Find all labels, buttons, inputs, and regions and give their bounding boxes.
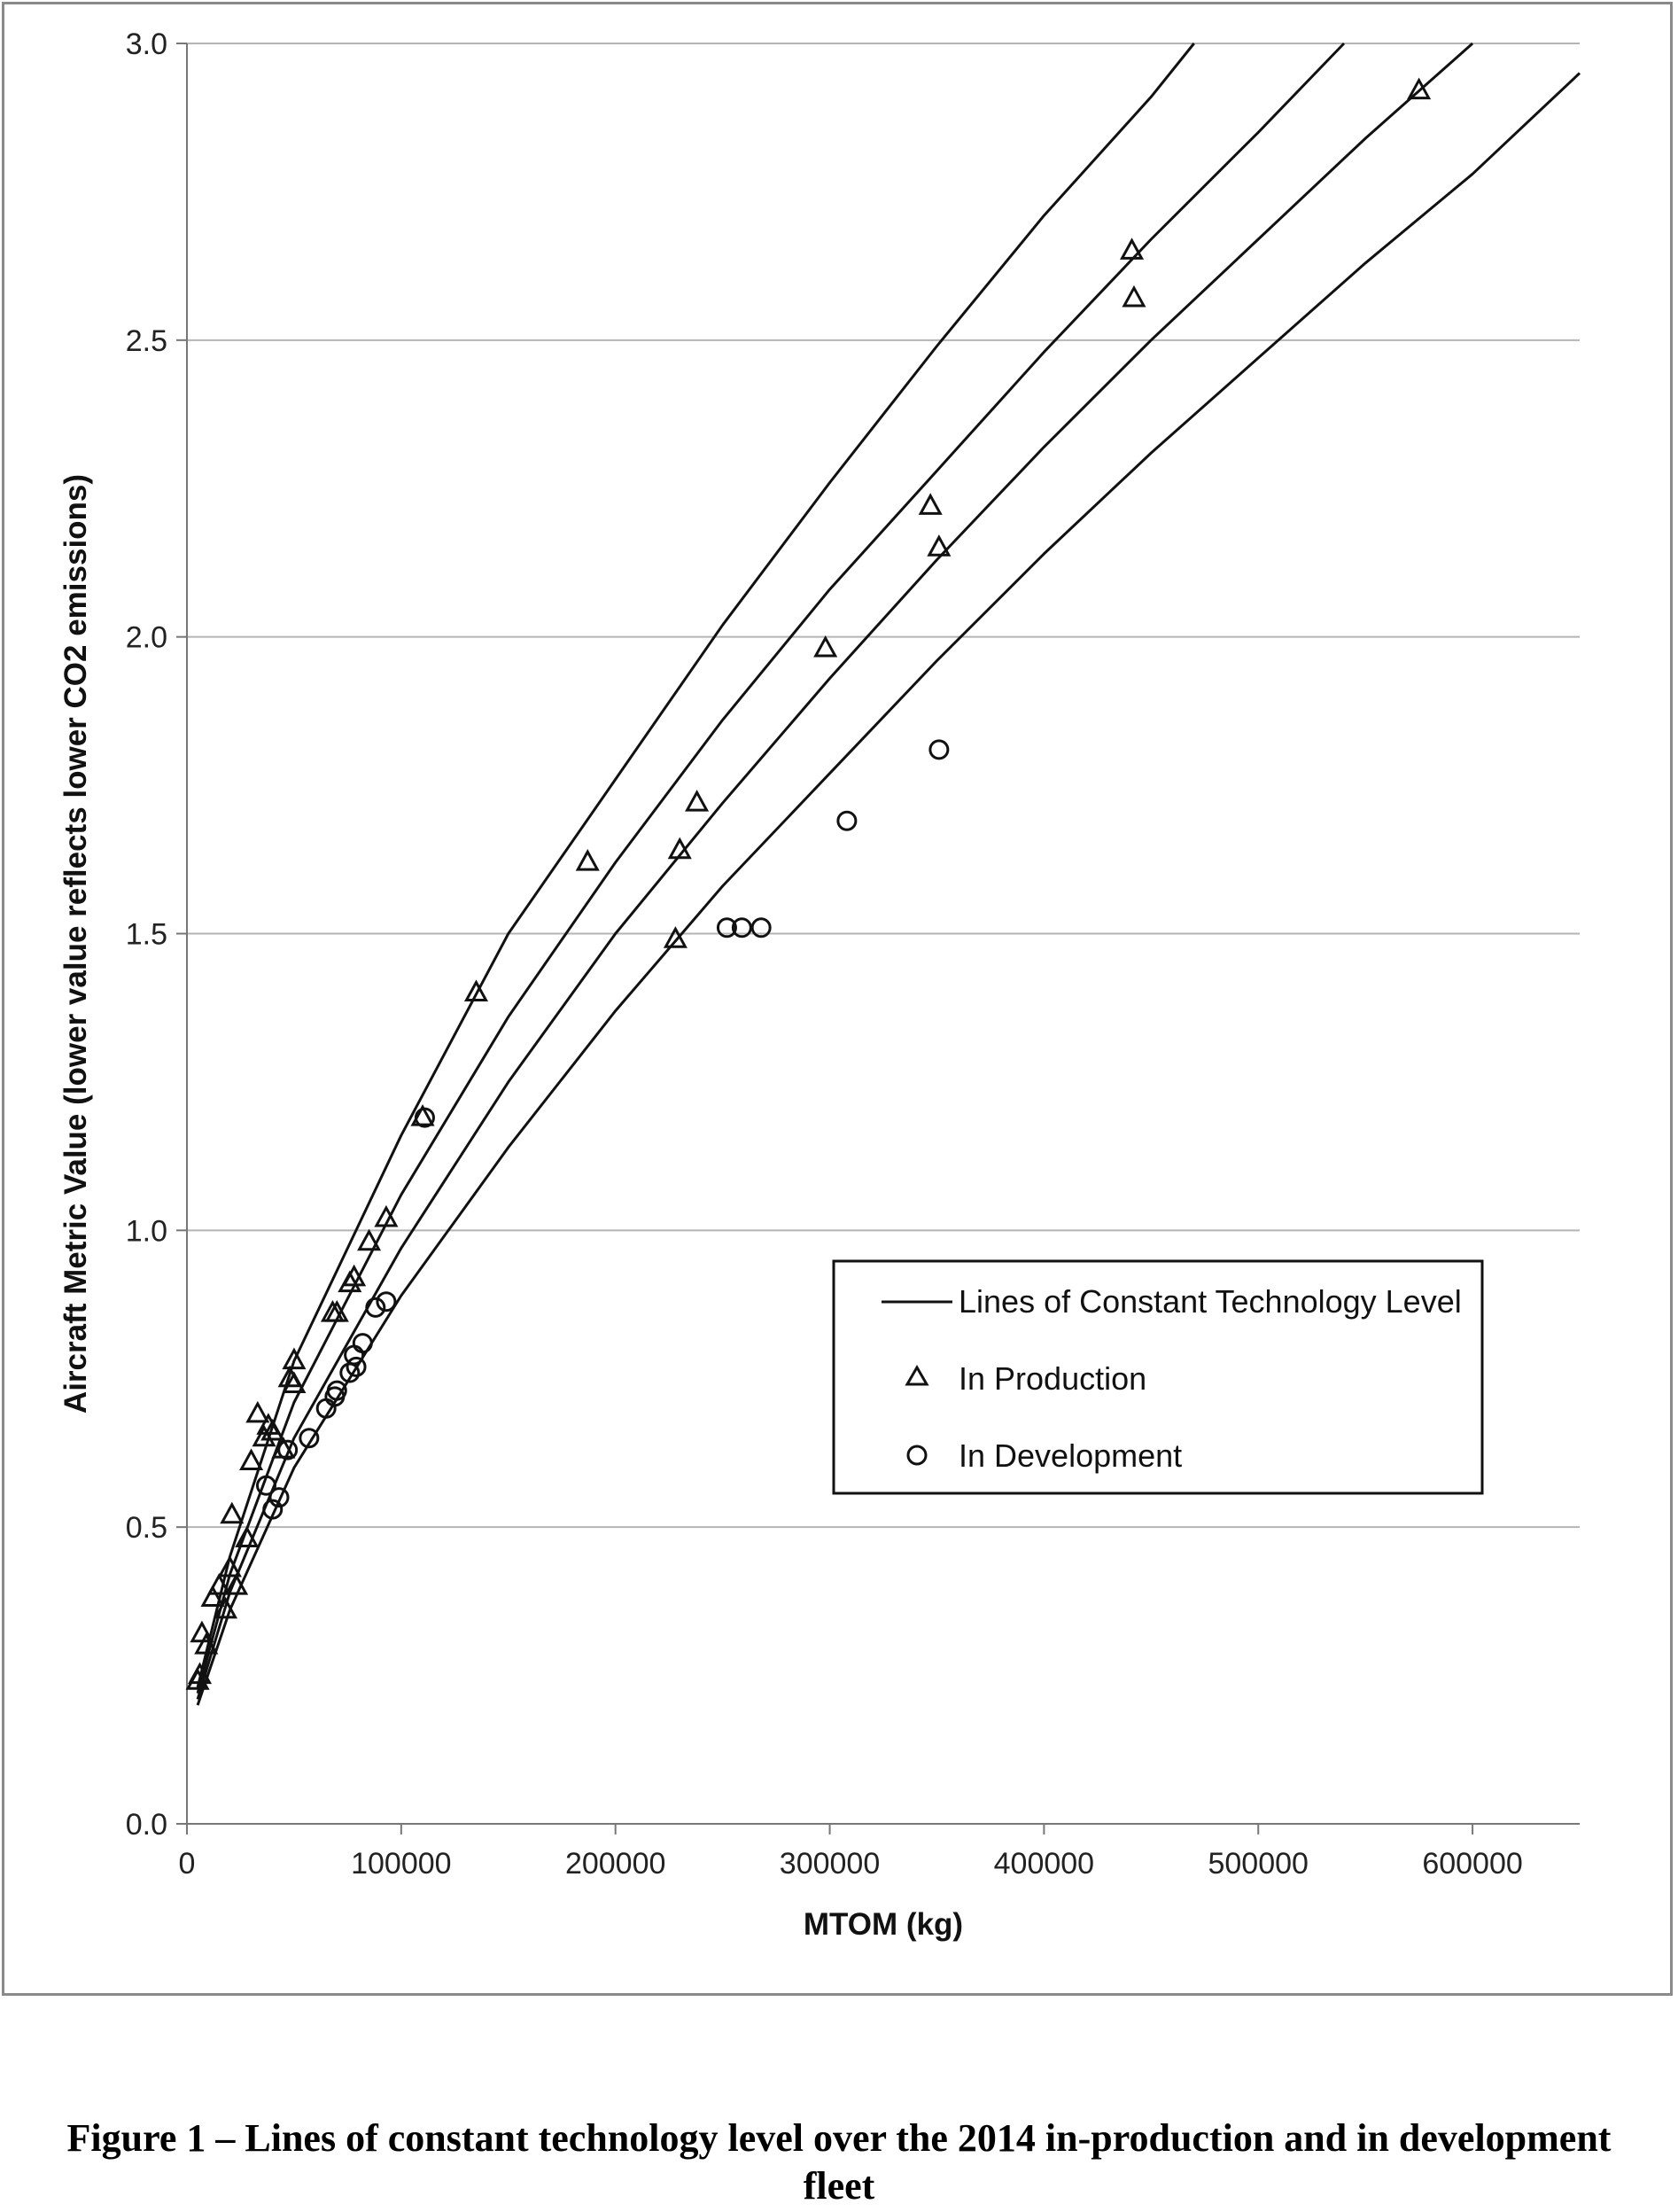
in-production-point	[245, 1400, 270, 1423]
technology-line-1	[196, 43, 1195, 1688]
technology-line-2	[196, 42, 1346, 1694]
in-production-point	[1407, 77, 1432, 100]
in-development-point	[352, 1333, 373, 1354]
in-production-point	[206, 1573, 231, 1595]
x-tick-label: 500000	[1208, 1847, 1308, 1881]
legend-box	[832, 1259, 1484, 1495]
legend-production-label: In Production	[959, 1360, 1146, 1397]
in-production-point	[1120, 238, 1145, 260]
in-development-point	[326, 1380, 347, 1401]
in-development-point	[928, 739, 950, 760]
in-production-point	[282, 1371, 307, 1393]
in-development-point	[365, 1297, 386, 1318]
gridlines	[187, 43, 1580, 1529]
x-tick-label: 400000	[994, 1847, 1094, 1881]
in-production-point	[463, 979, 489, 1001]
chart-frame: 0.0 0.5 1.0 1.5 2.0 2.5 3.0 0 100000 200000 300000…	[2, 2, 1673, 1996]
in-production-point	[927, 534, 952, 557]
in-production-point	[213, 1596, 238, 1619]
y-tick-label: 1.0	[126, 1214, 167, 1248]
in-production-point	[1122, 284, 1146, 308]
in-production-point	[663, 926, 688, 948]
axes	[176, 43, 1580, 1834]
in-production-points	[185, 77, 1432, 1690]
in-production-point	[260, 1418, 285, 1441]
y-tick-label: 1.5	[126, 918, 167, 952]
legend-development-label: In Development	[959, 1437, 1182, 1474]
in-production-point	[357, 1228, 382, 1251]
in-production-point	[342, 1264, 367, 1287]
x-axis-title: MTOM (kg)	[804, 1907, 963, 1942]
x-tick-label: 0	[179, 1847, 196, 1881]
technology-line-3	[196, 42, 1474, 1700]
in-development-point	[346, 1356, 367, 1377]
legend-circle-icon	[906, 1445, 928, 1466]
in-production-point	[667, 837, 692, 860]
in-production-point	[252, 1424, 276, 1447]
legend-triangle-icon	[905, 1365, 929, 1386]
in-development-point	[731, 917, 752, 939]
y-tick-label: 2.0	[126, 621, 167, 655]
in-production-point	[410, 1103, 435, 1126]
in-development-point	[750, 917, 772, 939]
in-development-point	[376, 1291, 397, 1312]
technology-lines	[196, 42, 1581, 1706]
in-production-point	[235, 1525, 260, 1548]
chart: 0.0 0.5 1.0 1.5 2.0 2.5 3.0 0 100000 200000 300000…	[58, 27, 1581, 1942]
in-production-point	[220, 1501, 245, 1524]
in-development-points	[255, 739, 950, 1520]
in-production-point	[200, 1585, 225, 1608]
in-development-point	[836, 810, 858, 831]
in-production-point	[194, 1632, 219, 1655]
in-development-point	[414, 1107, 435, 1128]
in-production-point	[374, 1204, 399, 1227]
in-production-point	[685, 790, 710, 812]
in-production-point	[187, 1662, 213, 1685]
in-production-point	[282, 1347, 307, 1370]
in-development-point	[299, 1428, 320, 1449]
in-production-point	[813, 635, 838, 658]
in-development-point	[277, 1439, 299, 1460]
figure-caption: Figure 1 – Lines of constant technology …	[66, 2116, 1612, 2208]
x-tick-label: 100000	[351, 1847, 451, 1881]
legend-lines-label: Lines of Constant Technology Level	[959, 1283, 1462, 1320]
technology-line-4	[196, 72, 1581, 1706]
in-development-point	[262, 1499, 284, 1520]
x-tick-label: 600000	[1422, 1847, 1522, 1881]
in-development-point	[255, 1475, 276, 1496]
legend: Lines of Constant Technology Level In Pr…	[832, 1259, 1484, 1495]
y-tick-label: 2.5	[126, 324, 167, 358]
y-tick-label: 3.0	[126, 27, 167, 61]
in-production-point	[575, 849, 600, 871]
y-axis-title: Aircraft Metric Value (lower value refle…	[58, 474, 93, 1414]
in-production-point	[324, 1299, 349, 1322]
in-production-point	[918, 493, 943, 515]
in-production-point	[217, 1554, 242, 1577]
x-tick-label: 200000	[565, 1847, 665, 1881]
y-tick-label: 0.0	[126, 1808, 167, 1842]
x-tick-label: 300000	[780, 1847, 880, 1881]
in-development-point	[716, 917, 737, 939]
in-development-point	[268, 1487, 290, 1508]
in-production-point	[239, 1448, 264, 1471]
tick-labels: 0.0 0.5 1.0 1.5 2.0 2.5 3.0 0 100000 200000 300000…	[126, 27, 1523, 1881]
y-tick-label: 0.5	[126, 1511, 167, 1545]
in-production-point	[224, 1573, 249, 1595]
